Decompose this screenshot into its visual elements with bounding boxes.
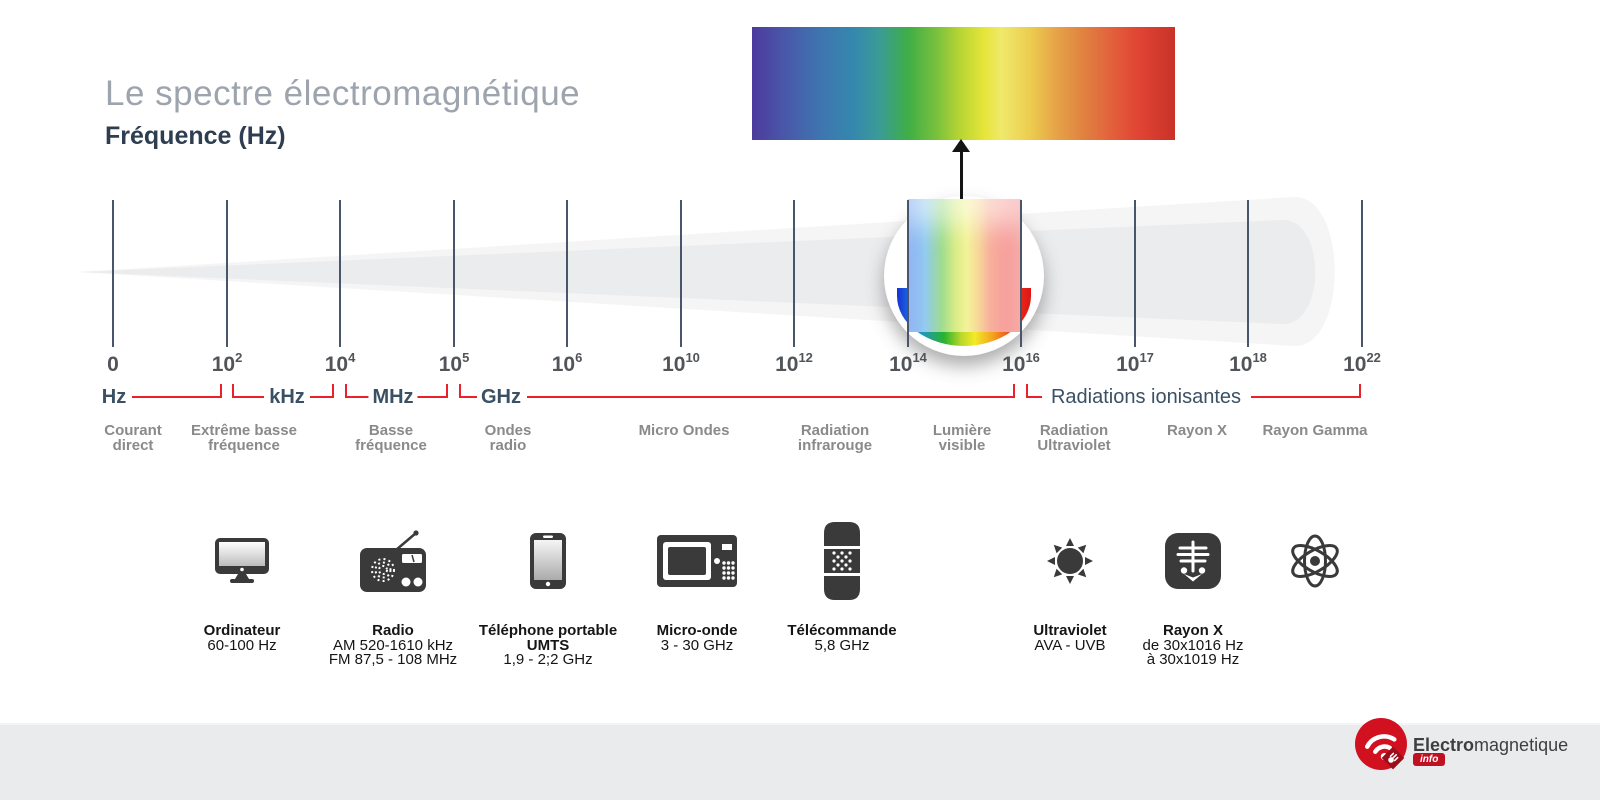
bracket-line-hz bbox=[132, 396, 222, 398]
computer-icon bbox=[132, 514, 352, 608]
logo-info-badge[interactable]: info bbox=[1413, 753, 1446, 766]
category-micro-ondes: Micro Ondes bbox=[638, 422, 730, 439]
tick-label: 1022 bbox=[1343, 350, 1381, 376]
bracket-riser bbox=[332, 384, 334, 398]
bracket-riser bbox=[232, 384, 234, 398]
tick-line bbox=[226, 200, 228, 347]
device-rayon-gamma bbox=[1205, 514, 1425, 624]
unit-label-mhz: MHz bbox=[368, 386, 418, 409]
unit-label-ghz: GHz bbox=[477, 386, 525, 409]
page-title: Le spectre électromagnétique bbox=[105, 74, 581, 113]
footer-bar bbox=[0, 723, 1600, 800]
tick-label: 102 bbox=[211, 350, 243, 376]
category-rayon-gamma: Rayon Gamma bbox=[1262, 422, 1368, 439]
category-extreme-basse-frequence: Extrême basse fréquence bbox=[191, 422, 297, 454]
tick-line bbox=[680, 200, 682, 347]
tick-line bbox=[1361, 200, 1363, 347]
bracket-riser bbox=[446, 384, 448, 398]
tick-line bbox=[1134, 200, 1136, 347]
tick-label: 1012 bbox=[775, 350, 813, 376]
tick-label: 1016 bbox=[1002, 350, 1040, 376]
visible-light-segment bbox=[908, 199, 1021, 332]
radio-icon bbox=[283, 514, 503, 608]
tick-line bbox=[453, 200, 455, 347]
tick-label: 105 bbox=[438, 350, 470, 376]
tick-label: 1010 bbox=[662, 350, 700, 376]
category-lumiere-visible: Lumière visible bbox=[932, 422, 992, 454]
xray-icon bbox=[1083, 514, 1303, 608]
tick-label: 104 bbox=[324, 350, 356, 376]
bracket-riser bbox=[345, 384, 347, 398]
device-telephone: Téléphone portable UMTS 1,9 - 2;2 GHz bbox=[438, 514, 658, 668]
phone-icon bbox=[438, 514, 658, 608]
page-subtitle: Fréquence (Hz) bbox=[105, 122, 286, 150]
device-telecommande: Télécommande 5,8 GHz bbox=[732, 514, 952, 653]
tick-label: 1018 bbox=[1229, 350, 1267, 376]
tick-label: 0 bbox=[107, 353, 119, 376]
tick-line bbox=[112, 200, 114, 347]
device-ordinateur: Ordinateur 60-100 Hz bbox=[132, 514, 352, 653]
tick-line bbox=[907, 200, 909, 347]
category-radiation-ultraviolet: Radiation Ultraviolet bbox=[1037, 422, 1111, 454]
bracket-line-khz bbox=[234, 396, 264, 398]
unit-label-khz: kHz bbox=[265, 386, 309, 409]
bracket-riser bbox=[220, 384, 222, 398]
bracket-line-mhz bbox=[347, 396, 370, 398]
device-micro-onde: Micro-onde 3 - 30 GHz bbox=[587, 514, 807, 653]
bracket-riser bbox=[1359, 384, 1361, 398]
bracket-riser bbox=[1026, 384, 1028, 398]
category-basse-frequence: Basse fréquence bbox=[355, 422, 427, 454]
category-courant-direct: Courant direct bbox=[104, 422, 162, 454]
bracket-line-mhz bbox=[417, 396, 448, 398]
logo-wordmark[interactable]: Electromagnetique bbox=[1413, 735, 1569, 755]
visible-spectrum-bar bbox=[752, 27, 1175, 140]
remote-icon bbox=[732, 514, 952, 608]
category-radiation-infrarouge: Radiation infrarouge bbox=[797, 422, 873, 454]
tick-label: 1014 bbox=[889, 350, 927, 376]
tick-line bbox=[339, 200, 341, 347]
zoom-arrow-head bbox=[952, 139, 970, 152]
tick-line bbox=[1247, 200, 1249, 347]
bracket-line-ghz bbox=[461, 396, 478, 398]
unit-label-hz: Hz bbox=[97, 386, 131, 409]
bracket-riser bbox=[459, 384, 461, 398]
sun-icon bbox=[960, 514, 1180, 608]
bracket-riser bbox=[1013, 384, 1015, 398]
tick-line bbox=[566, 200, 568, 347]
atom-icon bbox=[1205, 514, 1425, 608]
device-ultraviolet: Ultraviolet AVA - UVB bbox=[960, 514, 1180, 653]
bracket-line-ghz bbox=[527, 396, 1015, 398]
tick-line bbox=[793, 200, 795, 347]
tick-line bbox=[1020, 200, 1022, 347]
bracket-line-ionizing bbox=[1028, 396, 1042, 398]
bracket-line-ionizing bbox=[1251, 396, 1361, 398]
tick-label: 106 bbox=[551, 350, 583, 376]
device-rayon-x: Rayon X de 30x1016 Hz à 30x1019 Hz bbox=[1083, 514, 1303, 668]
device-radio: Radio AM 520-1610 kHz FM 87,5 - 108 MHz bbox=[283, 514, 503, 668]
zoom-arrow-stem bbox=[960, 151, 963, 199]
wifi-logo-icon[interactable] bbox=[1353, 716, 1409, 777]
unit-label-ionizing: Radiations ionisantes bbox=[1046, 386, 1246, 409]
category-ondes-radio: Ondes radio bbox=[484, 422, 532, 454]
tick-label: 1017 bbox=[1116, 350, 1154, 376]
bracket-line-khz bbox=[310, 396, 334, 398]
category-rayon-x: Rayon X bbox=[1166, 422, 1227, 439]
microwave-icon bbox=[587, 514, 807, 608]
header: Le spectre électromagnétique Fréquence (… bbox=[105, 74, 580, 151]
